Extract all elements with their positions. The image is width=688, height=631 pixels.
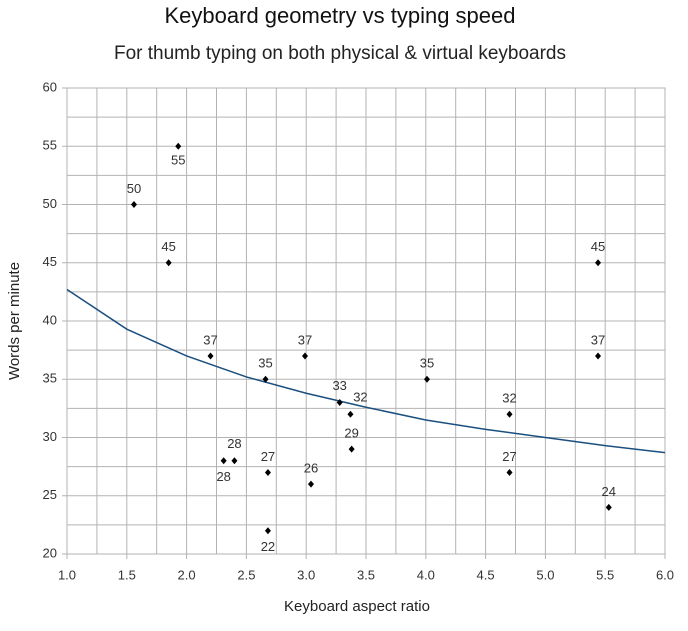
data-label: 29: [344, 426, 358, 441]
y-axis-label: Words per minute: [6, 262, 23, 380]
data-point: [595, 352, 602, 360]
y-tick-label: 60: [43, 79, 57, 94]
data-label: 27: [502, 449, 516, 464]
data-label: 27: [261, 449, 275, 464]
y-tick-label: 35: [43, 371, 57, 386]
data-point: [130, 201, 137, 208]
plot-frame: [66, 87, 666, 555]
x-tick-label: 3.5: [357, 567, 375, 582]
data-point: [347, 410, 354, 418]
x-tick-label: 5.0: [536, 567, 554, 582]
data-label: 45: [161, 239, 175, 254]
y-tick-label: 50: [43, 196, 57, 211]
chart-title: Keyboard geometry vs typing speed: [165, 3, 516, 28]
chart-subtitle: For thumb typing on both physical & virt…: [114, 43, 566, 64]
x-axis-label: Keyboard aspect ratio: [284, 598, 430, 615]
data-point: [231, 457, 238, 465]
x-tick-label: 4.0: [417, 567, 435, 582]
data-point: [605, 503, 612, 511]
y-tick-label: 40: [43, 312, 57, 327]
x-tick-label: 3.0: [297, 567, 315, 582]
x-tick-label: 6.0: [656, 567, 674, 582]
data-point: [307, 480, 314, 488]
data-label: 35: [420, 356, 434, 371]
data-point: [506, 410, 513, 418]
y-tick-label: 45: [43, 254, 57, 269]
data-label: 37: [298, 332, 312, 347]
data-label: 55: [171, 153, 185, 168]
data-label: 32: [502, 391, 516, 406]
data-point: [348, 445, 355, 453]
y-tick-label: 55: [43, 138, 57, 153]
data-point: [262, 375, 269, 383]
data-point: [506, 468, 513, 476]
data-label: 37: [591, 332, 605, 347]
y-tick-label: 20: [43, 545, 57, 560]
data-label: 26: [304, 461, 318, 476]
y-tick-label: 30: [43, 429, 57, 444]
trend-line: [66, 288, 666, 454]
data-label: 33: [332, 378, 346, 393]
x-tick-label: 5.5: [596, 567, 614, 582]
data-label: 50: [127, 181, 141, 196]
data-point: [595, 259, 602, 267]
data-label: 28: [216, 469, 230, 484]
x-tick-label: 4.5: [477, 567, 495, 582]
data-label: 28: [227, 436, 241, 451]
x-tick-label: 2.0: [178, 567, 196, 582]
data-label: 37: [203, 332, 217, 347]
data-point: [175, 142, 182, 150]
data-label: 22: [261, 539, 275, 554]
x-tick-label: 2.5: [237, 567, 255, 582]
data-label: 35: [258, 356, 272, 371]
data-point: [264, 527, 271, 535]
data-point: [207, 352, 214, 360]
data-label: 32: [353, 390, 367, 405]
data-point: [264, 468, 271, 476]
x-tick-label: 1.0: [58, 567, 76, 582]
data-point: [423, 375, 430, 383]
data-point: [220, 457, 227, 465]
data-point: [165, 259, 172, 267]
data-point: [336, 399, 343, 407]
y-tick-label: 25: [43, 487, 57, 502]
x-tick-label: 1.5: [118, 567, 136, 582]
data-label: 24: [602, 484, 616, 499]
data-point: [302, 352, 309, 360]
data-label: 45: [591, 239, 605, 254]
